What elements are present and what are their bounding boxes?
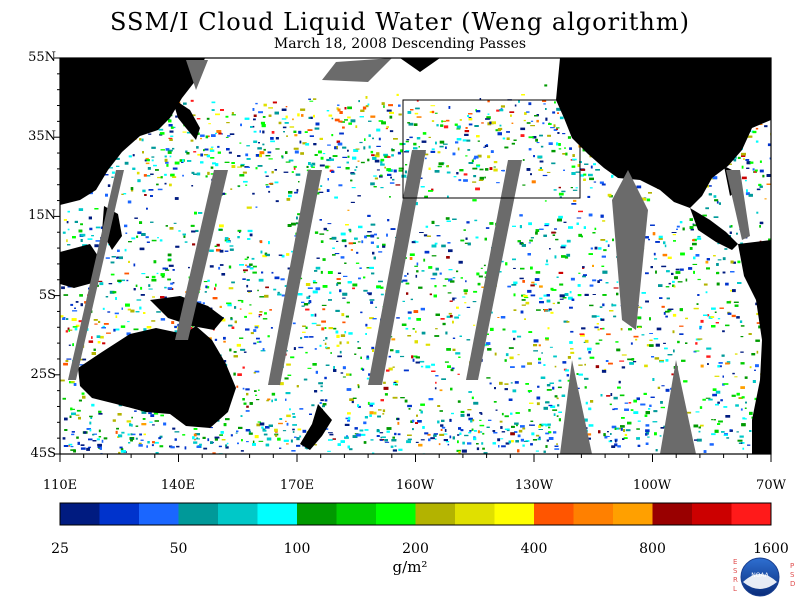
map-area xyxy=(60,58,771,454)
colorbar-swatch xyxy=(178,503,219,525)
north-america-land xyxy=(556,58,771,208)
colorbar-swatch xyxy=(257,503,298,525)
colorbar-swatch xyxy=(297,503,337,525)
colorbar-swatch xyxy=(534,503,574,525)
colorbar-swatch xyxy=(613,503,653,525)
colorbar-swatch xyxy=(692,503,732,525)
colorbar-swatch xyxy=(336,503,377,525)
lat-label: 5S xyxy=(38,288,56,303)
colorbar-swatch xyxy=(60,503,100,525)
colorbar-tick-label: 100 xyxy=(283,541,311,557)
colorbar xyxy=(59,502,772,526)
lat-label: 15N xyxy=(28,208,56,223)
colorbar-tick-label: 50 xyxy=(169,541,188,557)
colorbar-swatch xyxy=(731,503,772,525)
colorbar-swatch xyxy=(376,503,416,525)
colorbar-swatch xyxy=(415,503,456,525)
lon-label: 140E xyxy=(160,478,196,493)
map-title: SSM/I Cloud Liquid Water (Weng algorithm… xyxy=(109,8,690,36)
lon-label: 160W xyxy=(395,478,435,493)
borneo-land xyxy=(60,244,102,288)
colorbar-swatch xyxy=(218,503,258,525)
swath-4 xyxy=(368,150,426,385)
lon-label: 110E xyxy=(42,478,78,493)
lon-label: 130W xyxy=(514,478,554,493)
noaa-bird-shape xyxy=(743,574,777,589)
south-america-land xyxy=(738,240,771,454)
colorbar-swatch xyxy=(494,503,535,525)
swath-6 xyxy=(322,58,392,82)
colorbar-swatch xyxy=(455,503,495,525)
swath-10 xyxy=(726,170,750,240)
swath-5 xyxy=(466,160,522,380)
swath-7 xyxy=(612,170,648,330)
new-zealand-land xyxy=(300,404,332,450)
australia-land xyxy=(78,326,236,428)
colorbar-frame xyxy=(59,502,772,526)
axis-ticks xyxy=(54,57,772,462)
region-box xyxy=(402,99,581,199)
swath-1 xyxy=(68,170,124,380)
colorbar-tick-label: 1600 xyxy=(753,541,789,557)
noaa-badge-text: NOAA xyxy=(751,572,769,579)
noaa-logo: NOAA xyxy=(740,557,780,597)
swath-11 xyxy=(186,60,208,90)
colorbar-tick-label: 400 xyxy=(520,541,548,557)
swath-2 xyxy=(175,170,228,340)
swath-9 xyxy=(660,360,696,454)
colorbar-swatch xyxy=(99,503,140,525)
lat-label: 25S xyxy=(30,367,56,382)
asia-land xyxy=(60,58,205,205)
lon-label: 70W xyxy=(756,478,786,493)
lat-label: 45S xyxy=(30,446,56,461)
japan-land xyxy=(172,98,200,140)
colorbar-units: g/m² xyxy=(392,558,428,576)
colorbar-tick-label: 200 xyxy=(402,541,429,557)
colorbar-tick-label: 25 xyxy=(51,541,69,557)
colorbar-tick-label: 800 xyxy=(639,541,666,557)
lat-label: 55N xyxy=(28,50,56,65)
aleutian-land xyxy=(400,58,440,72)
colorbar-swatch xyxy=(652,503,693,525)
swath-8 xyxy=(560,360,592,454)
lon-label: 170E xyxy=(279,478,315,493)
lon-label: 100W xyxy=(632,478,672,493)
lat-label: 35N xyxy=(28,129,56,144)
map-subtitle: March 18, 2008 Descending Passes xyxy=(273,36,527,52)
central-america-land xyxy=(690,208,738,250)
colorbar-swatch xyxy=(139,503,179,525)
no-data-swaths xyxy=(68,58,750,454)
swath-3 xyxy=(268,170,322,385)
colorbar-swatch xyxy=(573,503,614,525)
